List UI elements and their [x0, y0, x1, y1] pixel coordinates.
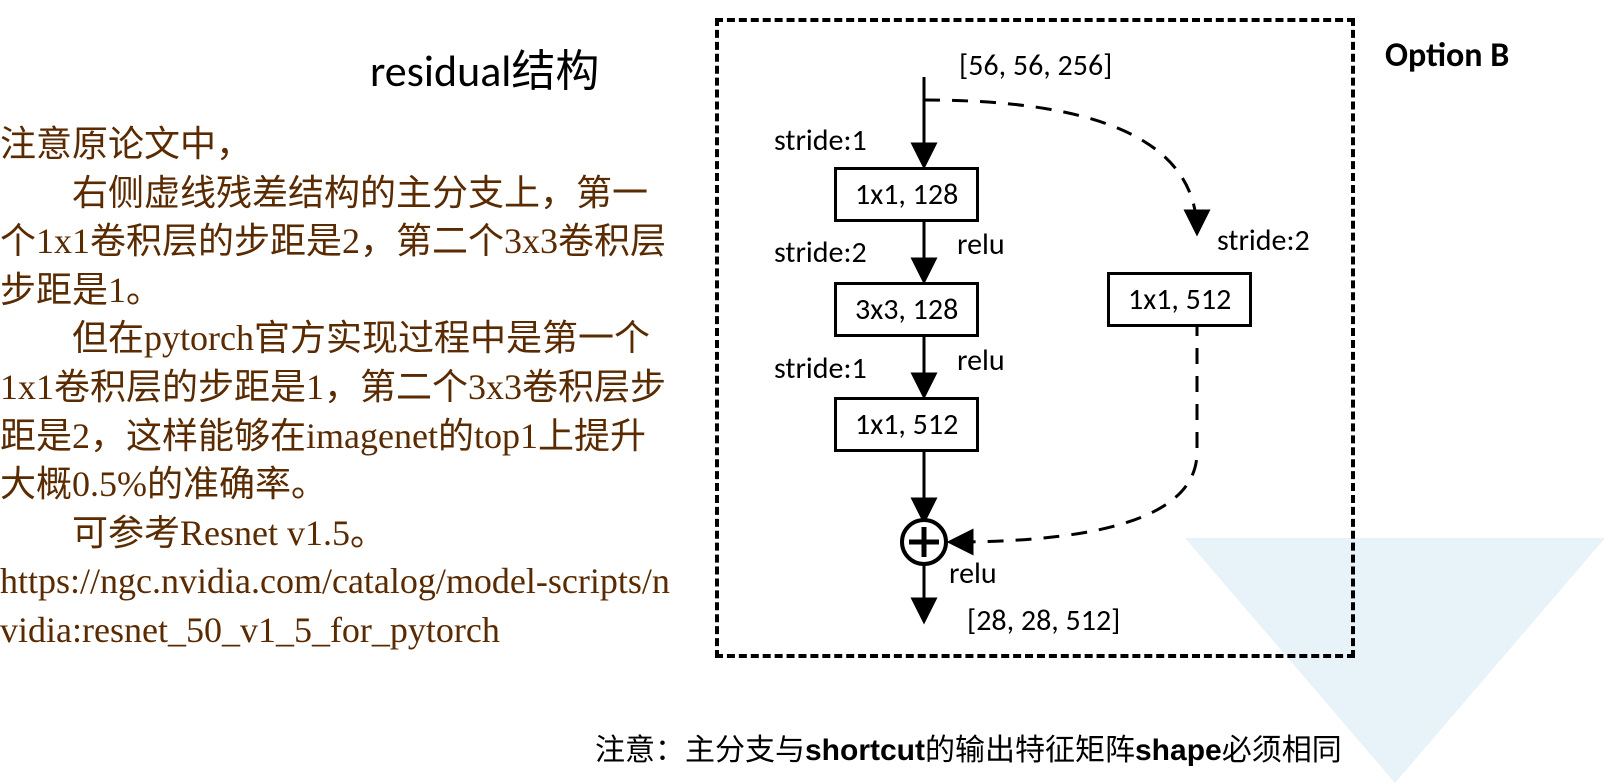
relu-label-3: relu [949, 555, 997, 592]
note-t2: 的输出特征矩阵 [925, 734, 1135, 767]
para-3: 但在pytorch官方实现过程中是第一个1x1卷积层的步距是1，第二个3x3卷积… [0, 314, 670, 508]
relu-label-2: relu [957, 342, 1005, 379]
stride-label-1: stride:1 [774, 122, 867, 159]
shortcut-stride-label: stride:2 [1217, 222, 1310, 259]
para-4: 可参考Resnet v1.5。 [0, 509, 670, 558]
page-title: residual结构 [370, 35, 599, 99]
residual-diagram: [56, 56, 256] stride:1 stride:2 stride:1… [715, 18, 1355, 658]
stride-label-2: stride:2 [774, 234, 867, 271]
option-label: Option B [1385, 35, 1509, 76]
para-2: 右侧虚线残差结构的主分支上，第一个1x1卷积层的步距是2，第二个3x3卷积层步距… [0, 169, 670, 315]
para-5-url: https://ngc.nvidia.com/catalog/model-scr… [0, 557, 670, 654]
note-b1: shortcut [805, 734, 925, 767]
conv-box-2: 3x3, 128 [834, 282, 979, 337]
conv-box-1: 1x1, 128 [834, 167, 979, 222]
bottom-note: 注意：主分支与shortcut的输出特征矩阵shape必须相同 [595, 725, 1342, 769]
input-shape-label: [56, 56, 256] [959, 47, 1112, 84]
conv-box-3: 1x1, 512 [834, 397, 979, 452]
para-1: 注意原论文中， [0, 120, 670, 169]
output-shape-label: [28, 28, 512] [967, 602, 1120, 639]
relu-label-1: relu [957, 226, 1005, 263]
note-t3: 必须相同 [1222, 734, 1342, 767]
note-b2: shape [1135, 734, 1222, 767]
body-text: 注意原论文中， 右侧虚线残差结构的主分支上，第一个1x1卷积层的步距是2，第二个… [0, 120, 670, 655]
diagram-svg [719, 22, 1351, 654]
note-t1: 注意：主分支与 [595, 734, 805, 767]
stride-label-3: stride:1 [774, 350, 867, 387]
shortcut-conv-box: 1x1, 512 [1107, 272, 1252, 327]
